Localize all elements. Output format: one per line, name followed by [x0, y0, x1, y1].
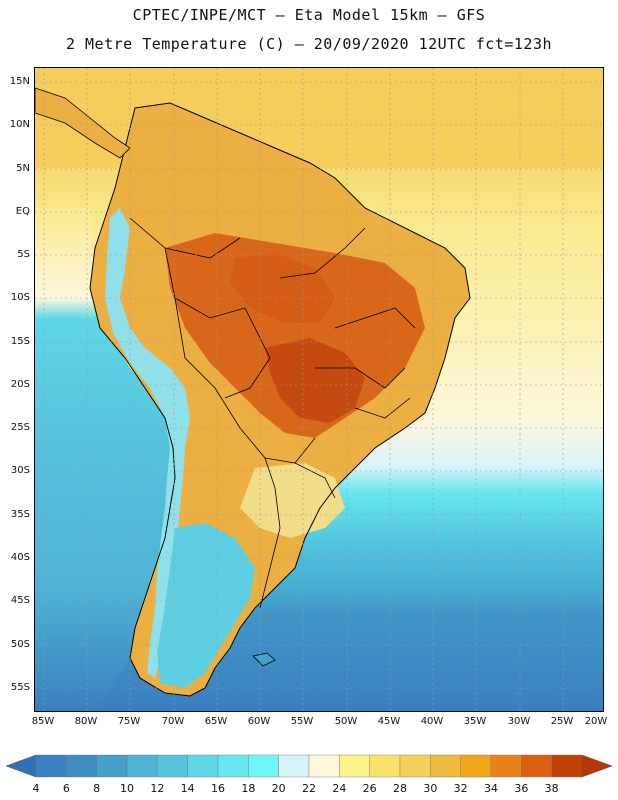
central-america — [35, 87, 131, 159]
colorbar-over-arrow — [581, 754, 613, 778]
lat-label: 15S — [10, 336, 30, 347]
colorbar-cell — [217, 754, 249, 778]
colorbar-tick-label: 8 — [93, 782, 101, 795]
colorbar-tick-label: 34 — [484, 782, 498, 795]
lon-label: 35W — [463, 716, 487, 727]
colorbar-cell — [551, 754, 583, 778]
southern-cone-region — [240, 463, 345, 538]
lon-label: 20W — [584, 716, 608, 727]
colorbar-tick-label: 6 — [62, 782, 70, 795]
colorbar-cell — [187, 754, 219, 778]
lon-label: 25W — [550, 716, 574, 727]
colorbar-under-arrow — [5, 754, 37, 778]
colorbar-cell — [521, 754, 552, 778]
colorbar-tick-label: 4 — [32, 782, 40, 795]
andes-ridge — [105, 208, 190, 678]
colorbar-cell — [308, 754, 340, 778]
lat-label: 55S — [10, 682, 30, 693]
patagonia-region — [157, 523, 255, 688]
lon-label: 65W — [204, 716, 228, 727]
temperature-colorbar — [5, 754, 613, 778]
falkland-islands — [252, 652, 276, 667]
colorbar-tick-label: 20 — [271, 782, 286, 795]
map-title: CPTEC/INPE/MCT – Eta Model 15km – GFS — [132, 6, 486, 24]
lon-label: 70W — [161, 716, 185, 727]
lon-label: 55W — [290, 716, 314, 727]
colorbar-cell — [430, 754, 461, 778]
lat-label: 15N — [9, 76, 30, 87]
colorbar-cell — [399, 754, 431, 778]
lat-label: 45S — [10, 595, 30, 606]
colorbar-tick-label: 38 — [544, 782, 559, 795]
coastline — [89, 102, 471, 697]
colorbar-tick-label: 36 — [514, 782, 529, 795]
graticule — [35, 68, 603, 711]
lat-label: 50S — [10, 639, 30, 650]
temperature-field — [35, 68, 603, 711]
lon-label: 30W — [507, 716, 531, 727]
colorbar-cell — [66, 754, 97, 778]
colorbar-cell — [278, 754, 310, 778]
temperature-map — [34, 67, 604, 712]
lon-label: 80W — [74, 716, 98, 727]
lat-label: 5S — [17, 249, 30, 260]
lon-label: 85W — [31, 716, 55, 727]
lat-label: 25S — [10, 422, 30, 433]
map-subtitle: 2 Metre Temperature (C) – 20/09/2020 12U… — [65, 35, 553, 53]
colorbar-tick-label: 12 — [150, 782, 165, 795]
lat-label: 5N — [16, 163, 30, 174]
colorbar-tick-label: 28 — [393, 782, 407, 795]
colorbar-cell — [339, 754, 370, 778]
colorbar-tick-label: 14 — [180, 782, 195, 795]
hottest-core — [265, 338, 365, 423]
lat-label: 10N — [9, 119, 30, 130]
colorbar-cell — [460, 754, 492, 778]
colorbar-tick-label: 32 — [453, 782, 468, 795]
colorbar-tick-label: 26 — [362, 782, 377, 795]
colorbar-tick-label: 30 — [423, 782, 438, 795]
colorbar-cell — [157, 754, 188, 778]
colorbar-tick-label: 10 — [120, 782, 134, 795]
lon-label: 75W — [117, 716, 141, 727]
lon-label: 50W — [334, 716, 358, 727]
lat-label: 10S — [10, 292, 30, 303]
colorbar-tick-label: 22 — [302, 782, 316, 795]
lat-label: 20S — [10, 379, 30, 390]
colorbar-tick-label: 18 — [241, 782, 256, 795]
pacific-ocean-field — [35, 208, 175, 711]
lat-label: 40S — [10, 552, 30, 563]
lon-label: 60W — [247, 716, 271, 727]
country-borders — [129, 217, 416, 609]
colorbar-tick-label: 16 — [211, 782, 225, 795]
colorbar-cell — [248, 754, 279, 778]
lat-label: 30S — [10, 465, 30, 476]
lon-label: 40W — [420, 716, 444, 727]
colorbar-cell — [35, 754, 67, 778]
lat-label: EQ — [15, 206, 30, 217]
lon-label: 45W — [377, 716, 401, 727]
colorbar-cell — [490, 754, 522, 778]
colorbar-cell — [96, 754, 128, 778]
lat-label: 35S — [10, 509, 30, 520]
colorbar-cell — [126, 754, 158, 778]
colorbar-tick-label: 24 — [332, 782, 347, 795]
colorbar-cell — [369, 754, 401, 778]
